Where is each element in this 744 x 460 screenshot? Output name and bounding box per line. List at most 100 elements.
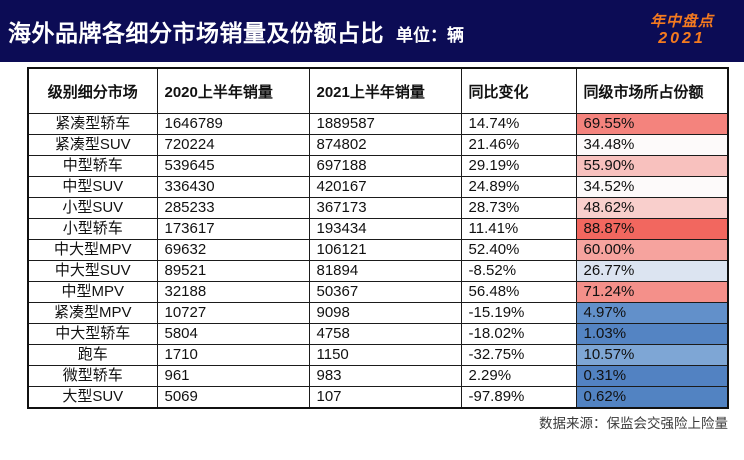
yoy-change-cell: -97.89%: [460, 386, 577, 409]
sales-2021-cell: 697188: [308, 155, 462, 177]
sales-2021-cell: 193434: [308, 218, 462, 240]
yoy-change-cell: 56.48%: [460, 281, 577, 303]
sales-2021-cell: 1150: [308, 344, 462, 366]
yoy-change-cell: -15.19%: [460, 302, 577, 324]
market-share-cell: 34.52%: [575, 176, 729, 198]
segment-cell: 小型轿车: [27, 218, 158, 240]
unit-label: 单位：辆: [396, 26, 464, 45]
segment-sales-table: 级别细分市场 2020上半年销量 2021上半年销量 同比变化 同级市场所占份额…: [27, 67, 729, 409]
table-row: 中型MPV 32188 50367 56.48% 71.24%: [27, 281, 729, 303]
market-share-cell: 69.55%: [575, 113, 729, 135]
yoy-change-cell: -8.52%: [460, 260, 577, 282]
market-share-cell: 1.03%: [575, 323, 729, 345]
col-header-segment: 级别细分市场: [27, 67, 158, 114]
sales-2021-cell: 50367: [308, 281, 462, 303]
badge-title: 年中盘点: [649, 13, 714, 31]
sales-2020-cell: 539645: [156, 155, 310, 177]
data-source-note: 数据来源：保监会交强险上险量: [539, 416, 728, 431]
yoy-change-cell: -18.02%: [460, 323, 577, 345]
sales-2020-cell: 32188: [156, 281, 310, 303]
segment-cell: 中大型MPV: [27, 239, 158, 261]
segment-cell: 大型SUV: [27, 386, 158, 409]
banner-title-wrap: 海外品牌各细分市场销量及份额占比 单位：辆: [8, 14, 464, 48]
sales-2020-cell: 285233: [156, 197, 310, 219]
sales-2021-cell: 420167: [308, 176, 462, 198]
yoy-change-cell: 11.41%: [460, 218, 577, 240]
table-row: 中型轿车 539645 697188 29.19% 55.90%: [27, 155, 729, 177]
segment-cell: 紧凑型SUV: [27, 134, 158, 156]
page-title: 海外品牌各细分市场销量及份额占比: [8, 20, 384, 46]
table-body: 紧凑型轿车 1646789 1889587 14.74% 69.55% 紧凑型SUV 720…: [27, 113, 729, 409]
sales-2021-cell: 106121: [308, 239, 462, 261]
sales-2020-cell: 336430: [156, 176, 310, 198]
segment-cell: 小型SUV: [27, 197, 158, 219]
market-share-cell: 4.97%: [575, 302, 729, 324]
yoy-change-cell: 29.19%: [460, 155, 577, 177]
col-header-market-share: 同级市场所占份额: [575, 67, 729, 114]
badge-year: 2021: [658, 30, 706, 48]
table-row: 中大型轿车 5804 4758 -18.02% 1.03%: [27, 323, 729, 345]
yoy-change-cell: 21.46%: [460, 134, 577, 156]
col-header-sales-2021: 2021上半年销量: [308, 67, 462, 114]
segment-cell: 中型轿车: [27, 155, 158, 177]
sales-2020-cell: 1710: [156, 344, 310, 366]
market-share-cell: 55.90%: [575, 155, 729, 177]
table-row: 紧凑型MPV 10727 9098 -15.19% 4.97%: [27, 302, 729, 324]
sales-2021-cell: 367173: [308, 197, 462, 219]
table-row: 小型SUV 285233 367173 28.73% 48.62%: [27, 197, 729, 219]
sales-2021-cell: 107: [308, 386, 462, 409]
year-badge: 年中盘点 2021: [650, 13, 714, 49]
sales-2021-cell: 9098: [308, 302, 462, 324]
sales-2020-cell: 5804: [156, 323, 310, 345]
segment-cell: 紧凑型轿车: [27, 113, 158, 135]
market-share-cell: 10.57%: [575, 344, 729, 366]
table-row: 跑车 1710 1150 -32.75% 10.57%: [27, 344, 729, 366]
table-row: 中大型MPV 69632 106121 52.40% 60.00%: [27, 239, 729, 261]
col-header-sales-2020: 2020上半年销量: [156, 67, 310, 114]
segment-cell: 中大型SUV: [27, 260, 158, 282]
segment-cell: 跑车: [27, 344, 158, 366]
market-share-cell: 0.31%: [575, 365, 729, 387]
sales-2021-cell: 4758: [308, 323, 462, 345]
table-row: 紧凑型轿车 1646789 1889587 14.74% 69.55%: [27, 113, 729, 135]
segment-cell: 中型MPV: [27, 281, 158, 303]
sales-2020-cell: 173617: [156, 218, 310, 240]
table-row: 大型SUV 5069 107 -97.89% 0.62%: [27, 386, 729, 409]
banner: 海外品牌各细分市场销量及份额占比 单位：辆 年中盘点 2021: [0, 0, 744, 62]
sales-2020-cell: 89521: [156, 260, 310, 282]
market-share-cell: 0.62%: [575, 386, 729, 409]
sales-2020-cell: 10727: [156, 302, 310, 324]
market-share-cell: 60.00%: [575, 239, 729, 261]
table-row: 微型轿车 961 983 2.29% 0.31%: [27, 365, 729, 387]
sales-2021-cell: 874802: [308, 134, 462, 156]
yoy-change-cell: -32.75%: [460, 344, 577, 366]
table-row: 紧凑型SUV 720224 874802 21.46% 34.48%: [27, 134, 729, 156]
segment-cell: 中大型轿车: [27, 323, 158, 345]
sales-2021-cell: 81894: [308, 260, 462, 282]
yoy-change-cell: 2.29%: [460, 365, 577, 387]
sales-2020-cell: 5069: [156, 386, 310, 409]
yoy-change-cell: 24.89%: [460, 176, 577, 198]
sales-2021-cell: 1889587: [308, 113, 462, 135]
segment-cell: 微型轿车: [27, 365, 158, 387]
header-row: 级别细分市场 2020上半年销量 2021上半年销量 同比变化 同级市场所占份额: [27, 67, 729, 114]
sales-2020-cell: 961: [156, 365, 310, 387]
table-row: 中大型SUV 89521 81894 -8.52% 26.77%: [27, 260, 729, 282]
sales-2020-cell: 720224: [156, 134, 310, 156]
sales-2020-cell: 1646789: [156, 113, 310, 135]
table-area: 级别细分市场 2020上半年销量 2021上半年销量 同比变化 同级市场所占份额…: [27, 67, 744, 409]
market-share-cell: 88.87%: [575, 218, 729, 240]
market-share-cell: 34.48%: [575, 134, 729, 156]
yoy-change-cell: 52.40%: [460, 239, 577, 261]
market-share-cell: 71.24%: [575, 281, 729, 303]
table-row: 中型SUV 336430 420167 24.89% 34.52%: [27, 176, 729, 198]
sales-2021-cell: 983: [308, 365, 462, 387]
yoy-change-cell: 14.74%: [460, 113, 577, 135]
col-header-yoy-change: 同比变化: [460, 67, 577, 114]
sales-2020-cell: 69632: [156, 239, 310, 261]
market-share-cell: 26.77%: [575, 260, 729, 282]
yoy-change-cell: 28.73%: [460, 197, 577, 219]
segment-cell: 紧凑型MPV: [27, 302, 158, 324]
table-row: 小型轿车 173617 193434 11.41% 88.87%: [27, 218, 729, 240]
market-share-cell: 48.62%: [575, 197, 729, 219]
